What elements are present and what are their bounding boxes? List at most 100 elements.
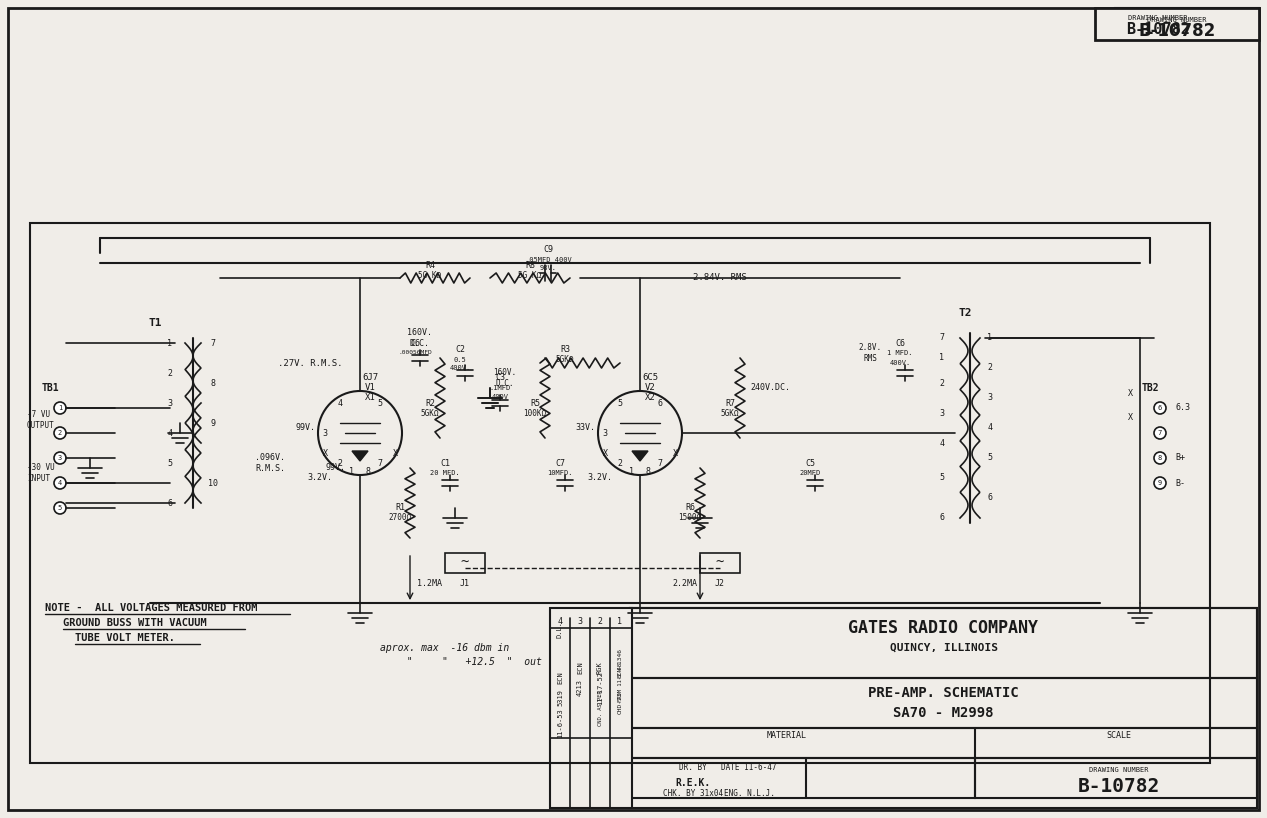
- Bar: [1095, 8, 1259, 40]
- Text: 4: 4: [337, 398, 342, 407]
- Text: ECN-1346: ECN-1346: [617, 648, 622, 678]
- Text: .00056MFD: .00056MFD: [398, 349, 432, 354]
- Text: 6: 6: [987, 493, 992, 502]
- Text: DRAWING NUMBER: DRAWING NUMBER: [1147, 17, 1206, 23]
- Text: 400V.: 400V.: [450, 365, 470, 371]
- Circle shape: [54, 502, 66, 514]
- Text: C5: C5: [805, 459, 815, 468]
- Circle shape: [54, 427, 66, 439]
- Text: DATE 11-6-47: DATE 11-6-47: [721, 763, 777, 772]
- Text: 2.84V. RMS: 2.84V. RMS: [693, 273, 746, 282]
- Text: B-10782: B-10782: [1126, 23, 1190, 38]
- Text: CHD-23: CHD-23: [617, 692, 622, 714]
- Text: R7: R7: [725, 398, 735, 407]
- Text: 5: 5: [167, 459, 172, 468]
- Bar: [630, 728, 1257, 758]
- Text: B-10782: B-10782: [1138, 22, 1215, 40]
- Text: X: X: [393, 448, 398, 457]
- Text: 4: 4: [557, 617, 563, 626]
- Text: 6J7: 6J7: [362, 374, 378, 383]
- Text: V1: V1: [365, 384, 375, 393]
- Text: C6: C6: [895, 339, 905, 348]
- Text: J1: J1: [460, 578, 470, 587]
- Text: 5: 5: [987, 453, 992, 462]
- Text: X: X: [673, 448, 678, 457]
- Text: 1: 1: [167, 339, 172, 348]
- Text: TB1: TB1: [42, 383, 58, 393]
- Text: 5G KΩ: 5G KΩ: [418, 271, 442, 280]
- Text: X: X: [1128, 389, 1133, 398]
- Text: 6.3: 6.3: [1175, 403, 1190, 412]
- Text: 3.2V.: 3.2V.: [588, 474, 612, 483]
- Text: 1.2MA: 1.2MA: [418, 578, 442, 587]
- Text: 1: 1: [350, 466, 355, 475]
- Text: 7: 7: [210, 339, 215, 348]
- Text: C2: C2: [455, 345, 465, 354]
- Text: R3: R3: [560, 345, 570, 354]
- Text: X2: X2: [645, 393, 655, 402]
- Text: -7 VU
OUTPUT: -7 VU OUTPUT: [27, 411, 54, 429]
- Text: 5GKΩ: 5GKΩ: [721, 408, 739, 417]
- Text: 5GKΩ: 5GKΩ: [556, 356, 574, 365]
- Text: 100KΩ: 100KΩ: [523, 408, 546, 417]
- Text: R4: R4: [424, 262, 435, 271]
- Circle shape: [54, 477, 66, 489]
- Text: aprox. max  -16 dbm in: aprox. max -16 dbm in: [380, 643, 509, 653]
- Text: X: X: [323, 448, 327, 457]
- Circle shape: [1154, 477, 1166, 489]
- Text: 4: 4: [940, 438, 944, 447]
- Text: SA70 - M2998: SA70 - M2998: [893, 706, 993, 720]
- Text: 2.2MA: 2.2MA: [673, 578, 698, 587]
- Text: 7: 7: [658, 459, 663, 468]
- Text: 2700Ω: 2700Ω: [389, 514, 412, 523]
- Text: 9: 9: [1158, 480, 1162, 486]
- Text: 98V.: 98V.: [540, 265, 556, 271]
- Text: 1: 1: [630, 466, 635, 475]
- Text: C6: C6: [411, 339, 419, 348]
- Text: 7: 7: [378, 459, 383, 468]
- Text: 240V.DC.: 240V.DC.: [750, 384, 791, 393]
- Text: 8: 8: [1158, 455, 1162, 461]
- Text: 5: 5: [58, 505, 62, 511]
- Text: ECN: ECN: [576, 662, 583, 674]
- Text: 3: 3: [987, 393, 992, 402]
- Text: 5: 5: [378, 398, 383, 407]
- Text: MATERIAL: MATERIAL: [767, 731, 807, 740]
- Text: 0.5: 0.5: [454, 357, 466, 363]
- Text: 6: 6: [1158, 405, 1162, 411]
- Text: 2: 2: [167, 368, 172, 377]
- Text: C7: C7: [555, 459, 565, 468]
- Text: .1MFD: .1MFD: [489, 385, 511, 391]
- Text: 2: 2: [940, 379, 944, 388]
- Text: 7: 7: [940, 334, 944, 343]
- Text: R.E.K.: R.E.K.: [675, 778, 711, 788]
- Polygon shape: [632, 451, 647, 461]
- Text: 1: 1: [987, 334, 992, 343]
- Text: 8: 8: [365, 466, 370, 475]
- Text: ENG. N.L.J.: ENG. N.L.J.: [723, 789, 774, 798]
- Bar: [630, 678, 1257, 728]
- Text: 6: 6: [167, 498, 172, 507]
- Text: R6: R6: [685, 504, 696, 513]
- Text: 3: 3: [940, 408, 944, 417]
- Text: 2.8V.
RMS: 2.8V. RMS: [859, 344, 882, 362]
- Text: X1: X1: [365, 393, 375, 402]
- Text: B+: B+: [1175, 453, 1185, 462]
- Text: 10: 10: [208, 479, 218, 488]
- Text: QUINCY, ILLINOIS: QUINCY, ILLINOIS: [889, 643, 997, 653]
- Text: 99V.: 99V.: [295, 424, 315, 433]
- Text: 2: 2: [58, 430, 62, 436]
- Bar: [30, 223, 1210, 763]
- Text: V2: V2: [645, 384, 655, 393]
- Text: 400V.: 400V.: [889, 360, 911, 366]
- Text: R5: R5: [530, 398, 540, 407]
- Text: 2: 2: [617, 459, 622, 468]
- Text: 1: 1: [58, 405, 62, 411]
- Text: 5G KΩ: 5G KΩ: [518, 271, 541, 280]
- Text: 8: 8: [645, 466, 650, 475]
- Text: PRE-AMP. SCHEMATIC: PRE-AMP. SCHEMATIC: [868, 686, 1019, 700]
- Text: 33V.: 33V.: [575, 424, 595, 433]
- Text: SCALE: SCALE: [1106, 731, 1131, 740]
- Text: 5: 5: [940, 474, 944, 483]
- Text: 99V.: 99V.: [326, 464, 345, 473]
